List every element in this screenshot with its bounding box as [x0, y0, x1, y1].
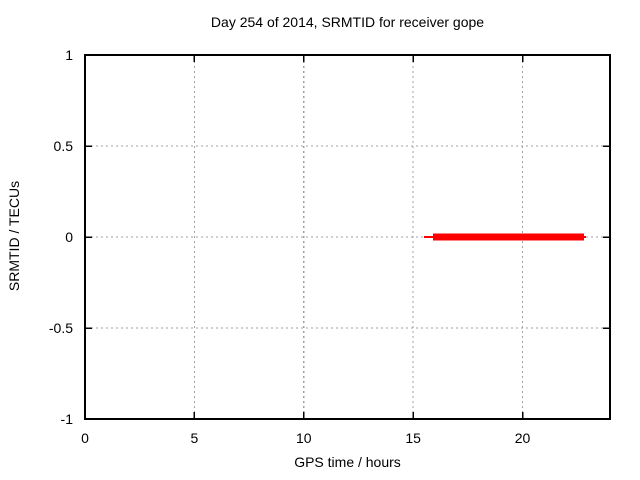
- y-tick-label: 1: [65, 47, 73, 63]
- x-tick-label: 10: [296, 430, 312, 446]
- x-tick-label: 20: [515, 430, 531, 446]
- x-tick-label: 5: [190, 430, 198, 446]
- x-axis-label: GPS time / hours: [294, 454, 401, 470]
- y-tick-label: -0.5: [49, 320, 73, 336]
- chart-title: Day 254 of 2014, SRMTID for receiver gop…: [210, 14, 485, 30]
- y-tick-label: -1: [61, 411, 74, 427]
- y-tick-label: 0: [65, 229, 73, 245]
- x-tick-label: 15: [405, 430, 421, 446]
- x-tick-label: 0: [81, 430, 89, 446]
- y-tick-label: 0.5: [54, 138, 74, 154]
